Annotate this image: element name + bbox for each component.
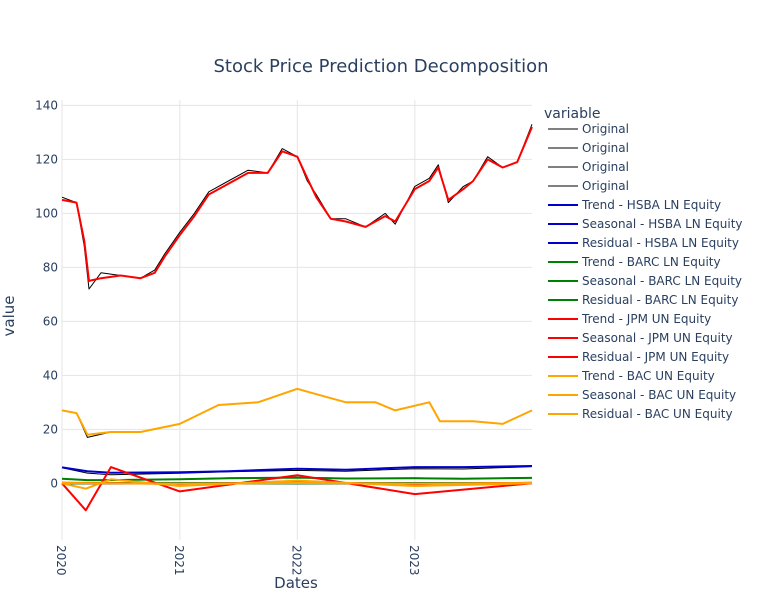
series-line-13 bbox=[61, 387, 533, 436]
legend-item[interactable]: Original bbox=[548, 179, 629, 193]
legend-item[interactable]: Trend - BARC LN Equity bbox=[548, 255, 721, 269]
legend-item[interactable]: Original bbox=[548, 141, 629, 155]
x-tick-label: 2020 bbox=[54, 545, 68, 576]
legend-item[interactable]: Residual - BAC UN Equity bbox=[548, 407, 733, 421]
legend-item[interactable]: Original bbox=[548, 160, 629, 174]
y-tick-label: 80 bbox=[43, 260, 58, 274]
x-tick-label: 2023 bbox=[407, 545, 421, 576]
legend-label: Seasonal - BAC UN Equity bbox=[582, 388, 736, 402]
legend-item[interactable]: Seasonal - BARC LN Equity bbox=[548, 274, 742, 288]
legend-label: Trend - BAC UN Equity bbox=[581, 369, 715, 383]
x-tick-label: 2022 bbox=[289, 545, 303, 576]
legend-label: Original bbox=[582, 160, 629, 174]
legend-label: Trend - BARC LN Equity bbox=[581, 255, 721, 269]
series-line-12 bbox=[61, 466, 533, 512]
chart-title: Stock Price Prediction Decomposition bbox=[214, 56, 549, 77]
series-line-3 bbox=[61, 466, 533, 476]
legend[interactable]: variable Original Original Original Origina… bbox=[544, 106, 743, 421]
y-tick-label: 100 bbox=[35, 206, 58, 220]
series-line-14 bbox=[61, 482, 533, 485]
legend-item[interactable]: Trend - HSBA LN Equity bbox=[548, 198, 721, 212]
x-tick-label: 2021 bbox=[172, 545, 186, 576]
legend-item[interactable]: Residual - JPM UN Equity bbox=[548, 350, 729, 364]
legend-item[interactable]: Seasonal - JPM UN Equity bbox=[548, 331, 733, 345]
y-tick-label: 0 bbox=[50, 476, 58, 490]
legend-item[interactable]: Seasonal - HSBA LN Equity bbox=[548, 217, 743, 231]
legend-label: Seasonal - BARC LN Equity bbox=[582, 274, 742, 288]
y-tick-label: 120 bbox=[35, 152, 58, 166]
series-layer bbox=[61, 124, 533, 512]
y-tick-label: 40 bbox=[43, 368, 58, 382]
legend-item[interactable]: Residual - HSBA LN Equity bbox=[548, 236, 739, 250]
legend-title: variable bbox=[544, 106, 600, 122]
legend-label: Original bbox=[582, 141, 629, 155]
legend-label: Residual - HSBA LN Equity bbox=[582, 236, 739, 250]
y-tick-label: 140 bbox=[35, 98, 58, 112]
legend-label: Residual - JPM UN Equity bbox=[582, 350, 729, 364]
series-line-10 bbox=[61, 126, 533, 282]
legend-label: Seasonal - JPM UN Equity bbox=[582, 331, 733, 345]
legend-label: Residual - BARC LN Equity bbox=[582, 293, 738, 307]
legend-label: Trend - JPM UN Equity bbox=[581, 312, 711, 326]
y-tick-label: 60 bbox=[43, 314, 58, 328]
legend-label: Original bbox=[582, 179, 629, 193]
legend-item[interactable]: Trend - BAC UN Equity bbox=[548, 369, 715, 383]
legend-label: Trend - HSBA LN Equity bbox=[581, 198, 721, 212]
legend-item[interactable]: Trend - JPM UN Equity bbox=[548, 312, 711, 326]
legend-label: Original bbox=[582, 122, 629, 136]
legend-item[interactable]: Residual - BARC LN Equity bbox=[548, 293, 738, 307]
series-line-7 bbox=[61, 476, 533, 482]
x-axis-title: Dates bbox=[274, 574, 318, 592]
series-line-15 bbox=[61, 478, 533, 490]
legend-item[interactable]: Seasonal - BAC UN Equity bbox=[548, 388, 736, 402]
grid-layer bbox=[61, 100, 532, 540]
axis-ticks: 0 20 40 60 80 100 120 140 2020 2021 2022 2023 bbox=[35, 98, 421, 575]
series-line-4 bbox=[61, 465, 533, 474]
y-tick-label: 20 bbox=[43, 422, 58, 436]
legend-label: Residual - BAC UN Equity bbox=[582, 407, 733, 421]
y-axis-title: value bbox=[0, 296, 18, 337]
legend-label: Seasonal - HSBA LN Equity bbox=[582, 217, 743, 231]
legend-item[interactable]: Original bbox=[548, 122, 629, 136]
